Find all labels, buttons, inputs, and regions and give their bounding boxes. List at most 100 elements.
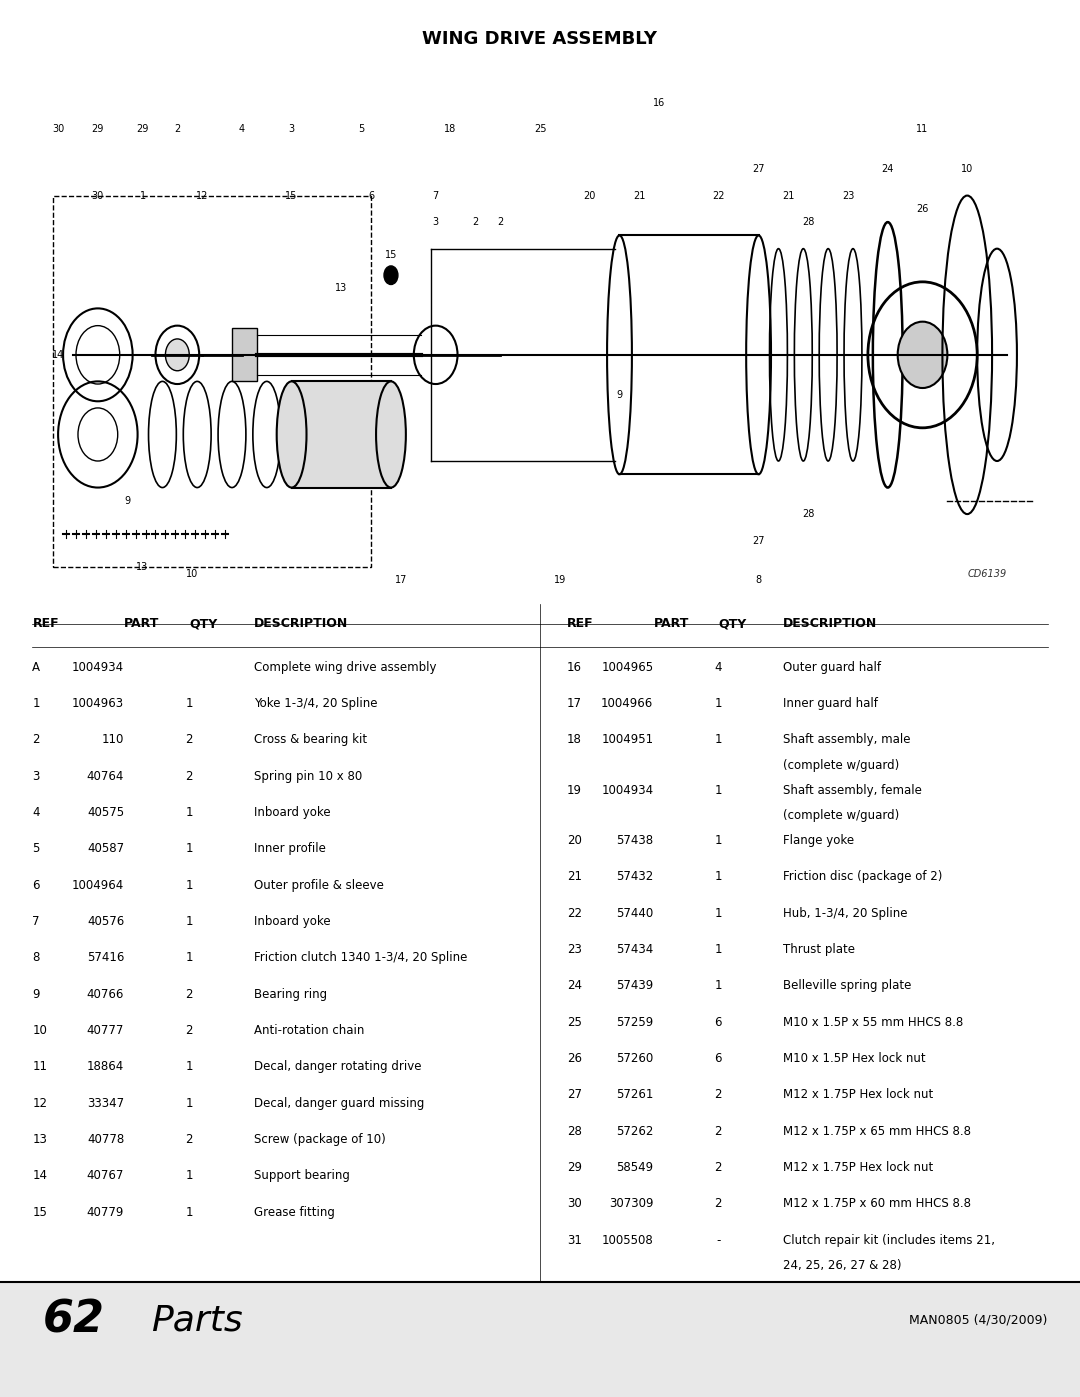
Text: 1: 1 — [715, 870, 721, 883]
Text: 21: 21 — [633, 190, 646, 201]
Text: 13: 13 — [136, 562, 149, 573]
Text: 17: 17 — [567, 697, 582, 710]
Text: 1004951: 1004951 — [602, 733, 653, 746]
Text: 11: 11 — [917, 124, 929, 134]
Text: 40764: 40764 — [86, 770, 124, 782]
Text: 40576: 40576 — [87, 915, 124, 928]
Circle shape — [897, 321, 947, 388]
Text: 23: 23 — [567, 943, 582, 956]
Text: 27: 27 — [753, 535, 765, 546]
Ellipse shape — [376, 381, 406, 488]
Text: 1: 1 — [715, 733, 721, 746]
Text: 29: 29 — [92, 124, 104, 134]
Bar — [292, 381, 391, 488]
Text: Hex Head Cap Screw: Hex Head Cap Screw — [783, 1312, 906, 1324]
Text: 2: 2 — [497, 217, 503, 228]
Text: 15: 15 — [384, 250, 397, 260]
Text: 1: 1 — [186, 915, 192, 928]
Text: 1: 1 — [32, 697, 40, 710]
Text: M10 x 1.5P x 55 mm HHCS 8.8: M10 x 1.5P x 55 mm HHCS 8.8 — [783, 1016, 963, 1028]
Text: Belleville spring plate: Belleville spring plate — [783, 979, 912, 992]
Text: 1004934: 1004934 — [602, 784, 653, 796]
Text: 4: 4 — [715, 661, 721, 673]
Text: 16: 16 — [653, 98, 665, 108]
Text: 2: 2 — [715, 1161, 721, 1173]
Text: Yoke 1-3/4, 20 Spline: Yoke 1-3/4, 20 Spline — [254, 697, 377, 710]
Text: 13: 13 — [335, 284, 348, 293]
Text: 6: 6 — [715, 1052, 721, 1065]
Text: 40766: 40766 — [86, 988, 124, 1000]
Text: 40587: 40587 — [87, 842, 124, 855]
Text: HHCS: HHCS — [620, 1312, 653, 1324]
Text: 25: 25 — [534, 124, 546, 134]
Text: 23: 23 — [841, 190, 854, 201]
Text: Outer guard half: Outer guard half — [783, 661, 881, 673]
Text: M10 x 1.5P Hex lock nut: M10 x 1.5P Hex lock nut — [783, 1052, 926, 1065]
Text: 18864: 18864 — [87, 1060, 124, 1073]
Text: PART: PART — [653, 617, 689, 630]
Text: 8: 8 — [756, 576, 761, 585]
Text: 7: 7 — [433, 190, 438, 201]
Text: 3: 3 — [288, 124, 295, 134]
Text: 20: 20 — [583, 190, 596, 201]
Text: 1: 1 — [715, 979, 721, 992]
Text: 57432: 57432 — [617, 870, 653, 883]
Text: 26: 26 — [567, 1052, 582, 1065]
Text: 13: 13 — [32, 1133, 48, 1146]
Text: 15: 15 — [32, 1206, 48, 1218]
Text: 28: 28 — [567, 1125, 582, 1137]
Text: 2: 2 — [186, 1133, 192, 1146]
Text: 28: 28 — [802, 509, 814, 520]
Text: 10: 10 — [186, 569, 199, 578]
Text: 1005508: 1005508 — [602, 1234, 653, 1246]
Text: Flange yoke: Flange yoke — [783, 834, 854, 847]
Text: 2: 2 — [186, 733, 192, 746]
Text: Grease fitting: Grease fitting — [254, 1206, 335, 1218]
Text: REF: REF — [32, 617, 59, 630]
Text: 1: 1 — [186, 1060, 192, 1073]
Text: (complete w/guard): (complete w/guard) — [783, 809, 900, 821]
Text: Screw (package of 10): Screw (package of 10) — [254, 1133, 386, 1146]
Text: 11: 11 — [32, 1060, 48, 1073]
Text: 1004934: 1004934 — [72, 661, 124, 673]
Text: Clutch repair kit (includes items 21,: Clutch repair kit (includes items 21, — [783, 1234, 995, 1246]
Text: 6: 6 — [715, 1016, 721, 1028]
Text: M12 x 1.75P Hex lock nut: M12 x 1.75P Hex lock nut — [783, 1161, 933, 1173]
Text: 8: 8 — [32, 951, 40, 964]
Text: 1004964: 1004964 — [72, 879, 124, 891]
Bar — [53, 196, 372, 567]
Text: 18: 18 — [445, 124, 457, 134]
Text: 1004963: 1004963 — [72, 697, 124, 710]
Text: M12 x 1.75P x 60 mm HHCS 8.8: M12 x 1.75P x 60 mm HHCS 8.8 — [783, 1197, 971, 1210]
Bar — [232, 328, 257, 381]
Text: 30: 30 — [52, 124, 64, 134]
Text: 28: 28 — [802, 217, 814, 228]
Bar — [0, 1282, 1080, 1397]
Text: 57416: 57416 — [86, 951, 124, 964]
Text: Friction clutch 1340 1-3/4, 20 Spline: Friction clutch 1340 1-3/4, 20 Spline — [254, 951, 468, 964]
Text: 25: 25 — [567, 1016, 582, 1028]
Circle shape — [384, 265, 397, 285]
Text: 19: 19 — [554, 576, 566, 585]
Text: 307309: 307309 — [609, 1197, 653, 1210]
Text: 1: 1 — [715, 697, 721, 710]
Text: 1: 1 — [186, 806, 192, 819]
Text: 30: 30 — [567, 1197, 582, 1210]
Text: 1: 1 — [139, 190, 146, 201]
Text: Spring pin 10 x 80: Spring pin 10 x 80 — [254, 770, 362, 782]
Text: DESCRIPTION: DESCRIPTION — [783, 617, 877, 630]
Text: 1: 1 — [715, 784, 721, 796]
Text: 57262: 57262 — [616, 1125, 653, 1137]
Text: 40778: 40778 — [87, 1133, 124, 1146]
Text: REF: REF — [567, 617, 594, 630]
Text: 40779: 40779 — [86, 1206, 124, 1218]
Text: 27: 27 — [753, 163, 765, 175]
Text: 22: 22 — [567, 907, 582, 919]
Text: 2: 2 — [186, 770, 192, 782]
Text: 1: 1 — [186, 842, 192, 855]
Text: 1: 1 — [715, 834, 721, 847]
Text: 1: 1 — [186, 879, 192, 891]
Text: QTY: QTY — [718, 617, 746, 630]
Text: 2: 2 — [715, 1088, 721, 1101]
Text: 10: 10 — [961, 163, 973, 175]
